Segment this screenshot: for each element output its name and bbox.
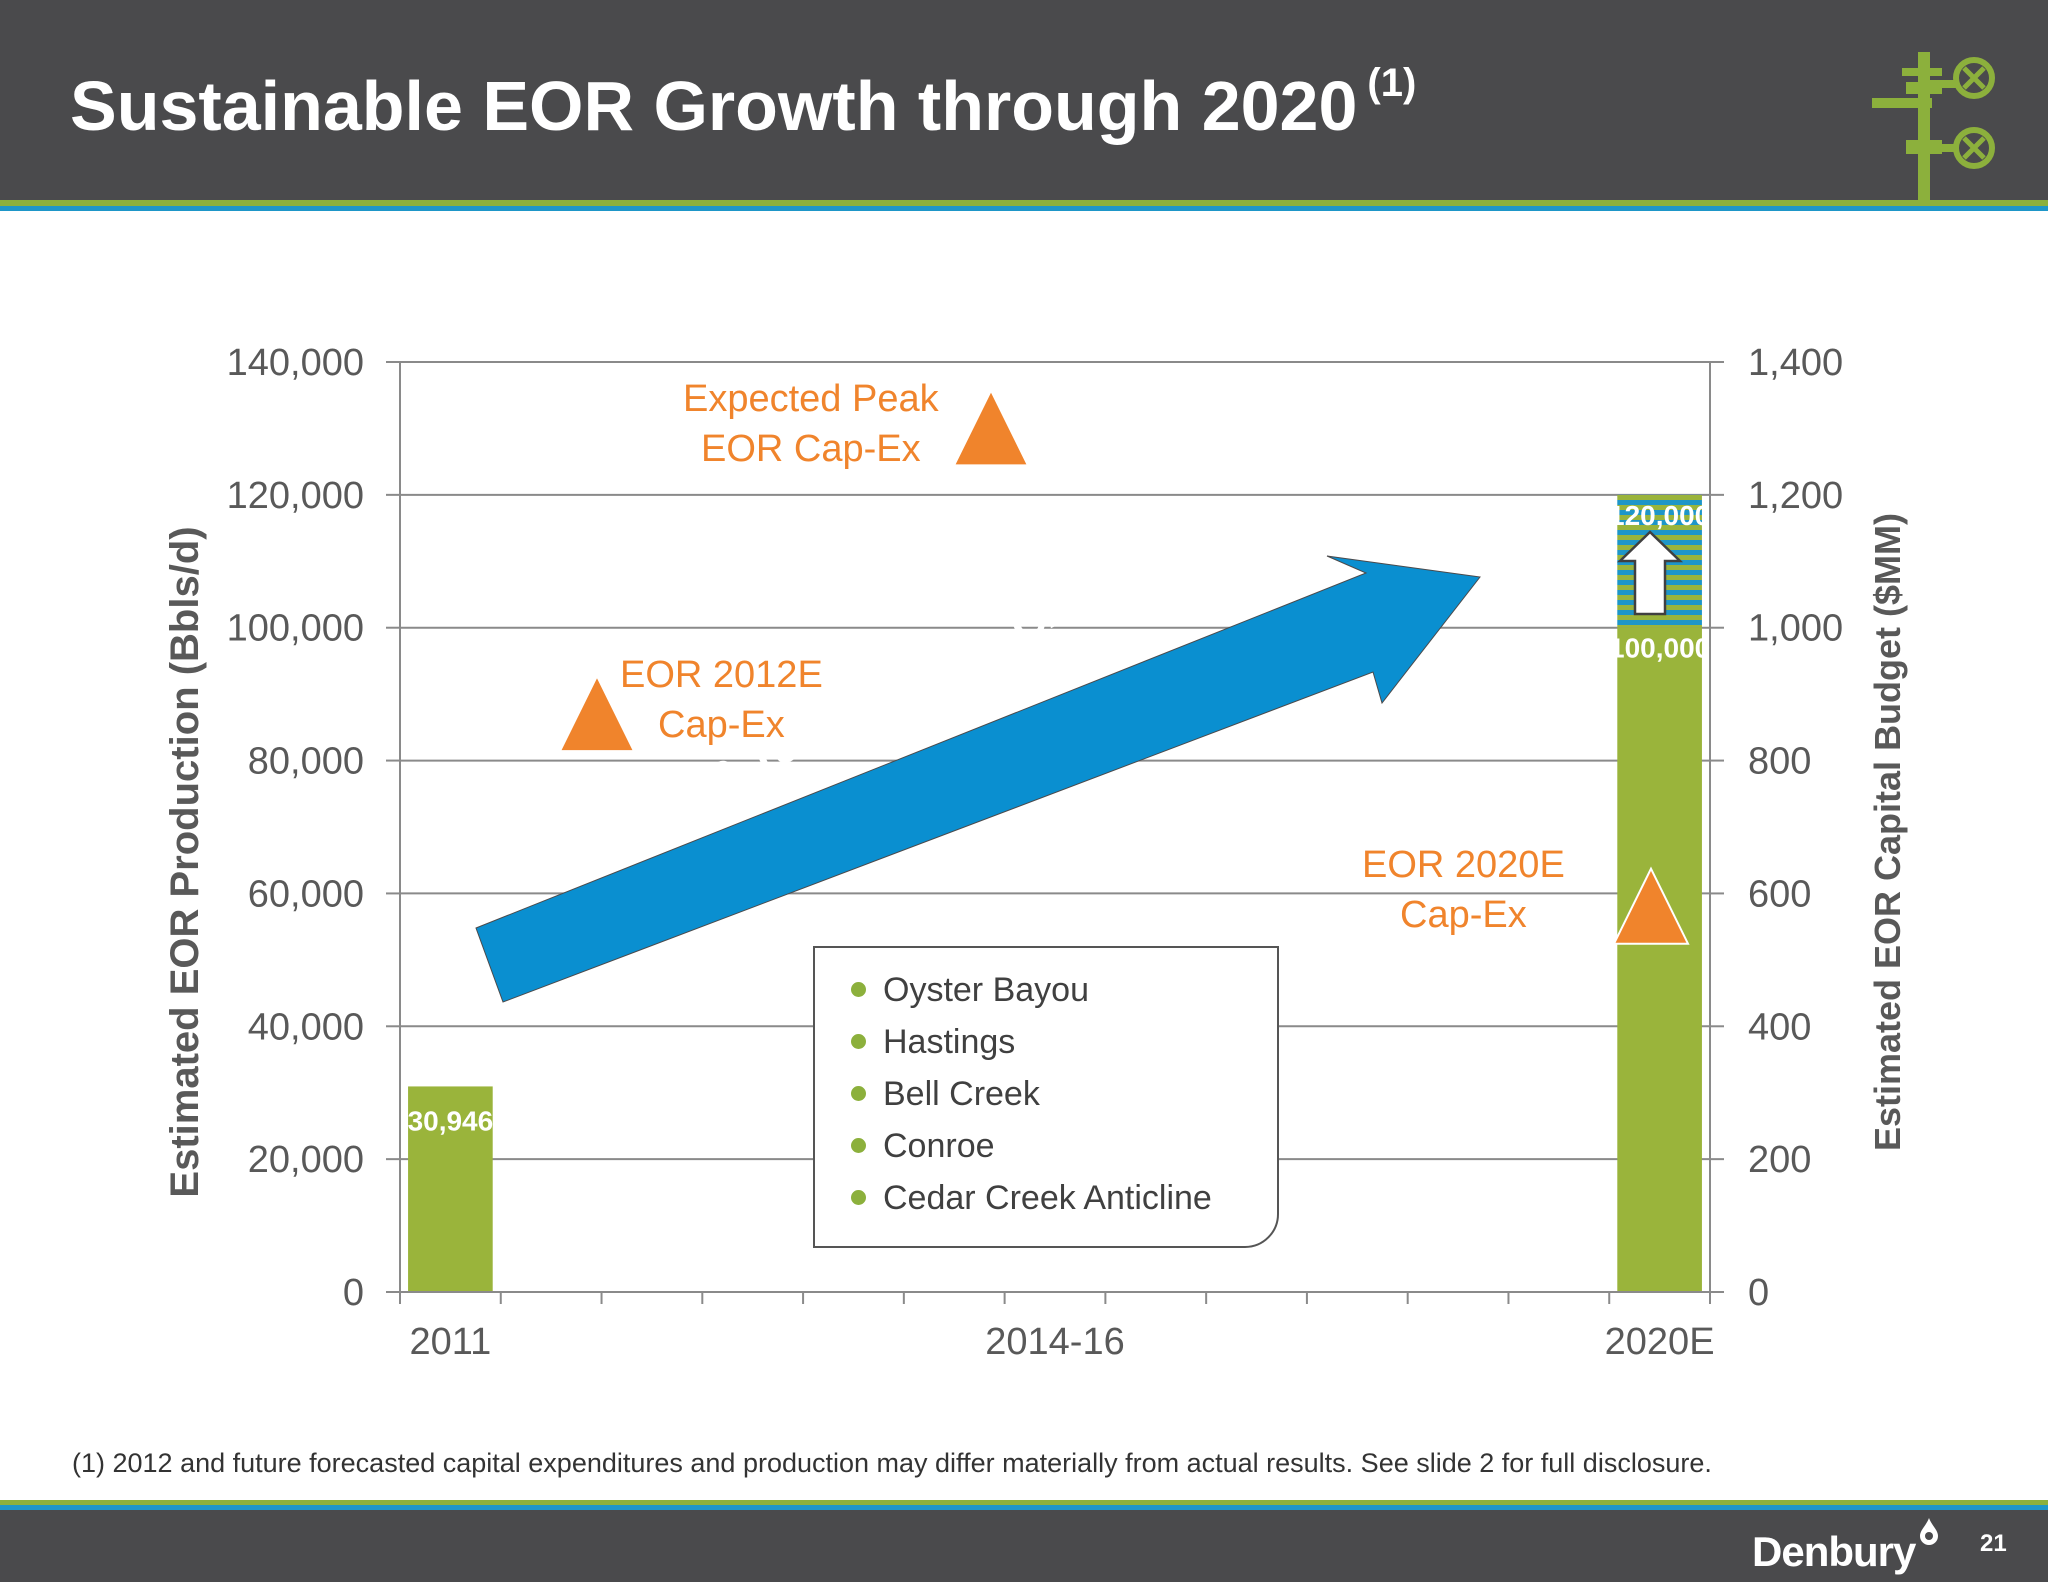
capex-2020-note-line1: EOR 2020E [1362,844,1565,886]
slide-title: Sustainable EOR Growth through 2020 (1) [70,61,1416,146]
bullet-dot-icon [851,1085,866,1101]
y2-tick-label: 0 [1748,1272,1769,1314]
y2-tick-label: 1,400 [1748,342,1843,384]
peak-capex-note-line2: EOR Cap-Ex [700,428,921,470]
legend-item: Hastings [851,1016,1277,1068]
bar [408,1086,493,1292]
capex-marker-triangle [558,673,636,753]
x-tick-label: 2011 [410,1321,492,1363]
pump-jack-icon [1872,52,1995,202]
y-tick-label: 60,000 [248,873,364,915]
capex-2012-note-line1: EOR 2012E [620,654,823,696]
peak-capex-note: Expected Peak EOR Cap-Ex [683,374,939,474]
y-tick-label: 140,000 [227,342,364,384]
footer-stripe-green [0,1500,2048,1505]
y-tick-label: 80,000 [248,741,364,783]
bullet-dot-icon [851,1189,866,1205]
capex-2012-note: EOR 2012E Cap-Ex [620,650,823,750]
y2-tick-label: 400 [1748,1006,1811,1048]
y2-tick-label: 1,000 [1748,608,1843,650]
header-stripe-green [0,200,2048,206]
footnote: (1) 2012 and future forecasted capital e… [72,1448,1712,1478]
y-tick-label: 20,000 [248,1139,364,1181]
eor-chart: 0 0 20,000 200 40,000 400 60,000 600 80,000 800 10… [163,342,1908,1363]
y-tick-label: 100,000 [227,608,364,650]
legend-item: Cedar Creek Anticline [851,1172,1277,1224]
increase-arrow-icon [1616,530,1684,616]
capex-2020-note: EOR 2020E Cap-Ex [1362,840,1565,940]
legend-item-label: Conroe [883,1127,995,1165]
legend-item-label: Bell Creek [883,1075,1040,1113]
y2-tick-label: 800 [1748,741,1811,783]
x-tick-label: 2014-16 [985,1321,1124,1363]
legend-item-label: Cedar Creek Anticline [883,1179,1212,1217]
y-tick-label: 0 [343,1272,364,1314]
y2-axis-label: Estimated EOR Capital Budget ($MM) [1867,513,1908,1151]
y2-tick-label: 200 [1748,1139,1811,1181]
slide-title-text: Sustainable EOR Growth through 2020 [70,67,1358,145]
brand-logo: Denbury [1752,1528,1916,1575]
legend-item: Oyster Bayou [851,964,1277,1016]
legend-item: Bell Creek [851,1068,1277,1120]
legend-item-label: Oyster Bayou [883,971,1089,1009]
y2-tick-label: 600 [1748,873,1811,915]
data-label: 30,946 [408,1105,494,1136]
page-number: 21 [1980,1530,2007,1557]
footer-stripe-blue [0,1505,2048,1510]
capex-marker-triangle [1612,866,1690,945]
y-tick-label: 40,000 [248,1006,364,1048]
capex-marker-triangle [952,388,1030,467]
bar [1617,627,1702,1292]
footer-bar [0,1510,2048,1582]
y2-tick-label: 1,200 [1748,475,1843,517]
data-label: 100,000 [1609,633,1710,664]
legend-item: Conroe [851,1120,1277,1172]
peak-capex-note-line1: Expected Peak [683,378,939,420]
bullet-dot-icon [851,981,866,997]
capex-2012-note-line2: Cap-Ex [658,704,785,746]
data-label: 120,000 [1609,500,1710,531]
drop-logo-icon [1920,1518,1938,1545]
field-legend: Oyster Bayou Hastings Bell Creek Conroe … [813,946,1279,1248]
title-footnote-ref: (1) [1367,60,1417,105]
header-bar: Sustainable EOR Growth through 2020 (1) [0,0,2048,202]
capex-2020-note-line2: Cap-Ex [1400,894,1527,936]
legend-item-label: Hastings [883,1023,1016,1061]
bullet-dot-icon [851,1033,866,1049]
bullet-dot-icon [851,1137,866,1153]
cagr-arrow [475,555,1481,1003]
y-tick-label: 120,000 [227,475,364,517]
y-axis-label: Estimated EOR Production (Bbls/d) [163,526,207,1197]
header-stripe-blue [0,206,2048,211]
x-tick-label: 2020E [1605,1321,1715,1363]
